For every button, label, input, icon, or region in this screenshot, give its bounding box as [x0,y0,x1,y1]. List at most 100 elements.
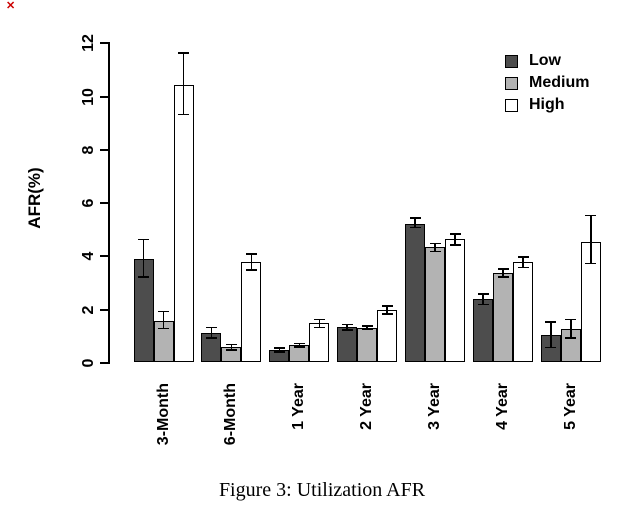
legend-swatch-low [505,54,518,68]
bar-low-4-year [473,299,493,362]
error-bar-line [298,343,301,348]
legend-label-medium: Medium [529,74,590,91]
error-bar-cap-bottom [545,346,557,349]
x-axis-label-4-year: 4 Year [494,383,511,430]
error-bar-line [230,344,233,350]
error-bar-cap-bottom [138,276,149,278]
bar-high-1-year [309,323,330,362]
error-bar-line [502,268,504,277]
error-bar-cap-top [429,242,441,245]
error-bar-line [386,306,388,315]
error-bar-line [570,319,572,339]
error-bar-cap-top [585,214,597,217]
legend-swatch-medium [505,76,518,90]
error-bar-line [590,215,592,264]
error-bar-cap-bottom [381,313,393,315]
error-bar-cap-bottom [225,349,237,351]
error-bar-cap-bottom [178,113,189,116]
error-bar-line [142,239,145,277]
y-axis-tick [100,42,108,45]
legend-item-medium: Medium [505,72,589,94]
x-axis-label-6-month: 6-Month [222,383,240,446]
error-bar-cap-top [273,347,285,349]
error-bar-cap-bottom [477,303,489,306]
error-bar-cap-bottom [565,337,577,339]
error-bar-cap-bottom [293,346,305,348]
error-bar-cap-top [361,325,373,327]
bar-low-3-year [405,223,426,362]
bar-high-3-year [445,239,466,362]
bar-high-6-month [241,262,262,362]
error-bar-cap-top [178,52,189,54]
bar-high-4-year [513,262,533,362]
y-axis-tick-label: 2 [80,305,97,315]
error-bar-line [346,324,348,331]
error-bar-cap-top [449,233,461,235]
error-bar-cap-top [565,318,577,321]
error-bar-line [414,218,416,228]
x-axis-label-3-year: 3 Year [426,383,444,430]
y-axis-tick [100,362,108,364]
y-axis-tick [100,95,108,98]
error-bar-cap-top [409,217,421,219]
x-axis-label-3-month: 3-Month [154,383,172,446]
y-axis-tick-label: 8 [80,145,97,155]
error-bar-line [454,234,456,245]
legend-item-high: High [505,94,589,116]
error-bar-cap-top [381,305,393,307]
error-bar-cap-bottom [429,250,441,253]
y-axis-tick-label: 4 [80,252,97,261]
error-bar-cap-top [225,343,237,346]
error-bar-cap-top [138,238,149,241]
error-bar-cap-bottom [585,262,597,265]
legend-label-low: Low [529,52,561,69]
legend-label-high: High [529,96,565,113]
error-bar-cap-top [158,310,169,313]
legend: Low Medium High [505,50,589,116]
y-axis-tick-label: 12 [80,34,97,53]
error-bar-line [482,294,484,305]
error-bar-cap-bottom [409,226,421,229]
error-bar-cap-top [205,326,217,329]
error-bar-cap-top [477,293,489,295]
bar-medium-2-year [357,327,378,362]
y-axis-tick [100,308,108,311]
error-bar-line [522,256,524,268]
error-bar-cap-top [313,318,325,321]
error-bar-line [210,327,213,339]
error-bar-line [182,53,185,115]
plot-area: 0 2 4 6 8 10 12 3-Month 6-Month 1 Year 2 Year 3 Yea… [80,34,601,446]
y-axis-tick [100,148,108,151]
y-axis-title: AFR(%) [25,167,44,229]
error-bar-line [434,243,436,252]
error-bar-cap-top [293,342,305,345]
y-axis-tick-label: 0 [80,358,97,368]
y-axis-tick [100,255,108,258]
error-bar-cap-bottom [158,327,169,330]
bar-medium-4-year [493,272,513,362]
error-bar-cap-bottom [341,329,353,331]
bar-medium-3-year [425,247,446,362]
error-bar-cap-bottom [205,337,217,339]
x-axis-label-5-year: 5 Year [561,383,579,430]
x-axis-label-1-year: 1 Year [290,383,308,430]
error-bar-cap-bottom [449,244,461,246]
legend-swatch-high [505,98,518,112]
error-bar-cap-top [245,253,257,255]
y-axis-tick-label: 6 [80,198,97,208]
error-bar-line [162,311,165,329]
error-bar-cap-bottom [245,269,257,271]
bar-low-2-year [337,327,358,362]
error-bar-line [278,348,281,352]
error-bar-line [318,319,321,328]
error-bar-cap-top [341,323,353,326]
legend-item-low: Low [505,50,589,72]
error-bar-cap-bottom [497,276,509,278]
error-bar-cap-bottom [313,326,325,329]
x-axis-label-2-year: 2 Year [358,383,376,430]
bar-high-2-year [377,310,398,362]
broken-image-x-icon: ✕ [6,0,16,12]
error-bar-cap-top [517,256,529,258]
bar-high-3-month [173,85,194,362]
